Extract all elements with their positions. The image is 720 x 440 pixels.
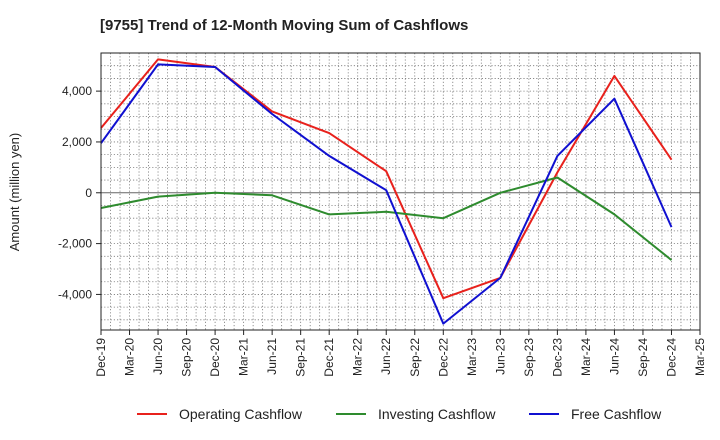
- series-line-1: [100, 58, 673, 300]
- legend-label-2: Investing Cashflow: [378, 406, 496, 422]
- x-tick-label: Dec-20: [208, 338, 222, 377]
- x-tick-label: Jun-24: [607, 338, 621, 375]
- y-tick-label: 4,000: [62, 84, 92, 98]
- x-tick-label: Mar-22: [351, 338, 365, 376]
- series-line-3: [100, 63, 673, 325]
- x-tick-label: Jun-22: [379, 338, 393, 375]
- series-line-2: [100, 176, 673, 261]
- y-tick-label: 0: [85, 186, 92, 200]
- x-tick-label: Jun-23: [493, 338, 507, 375]
- x-tick-label: Mar-20: [123, 338, 137, 376]
- x-tick-label: Sep-20: [180, 338, 194, 377]
- x-tick-label: Mar-23: [465, 338, 479, 376]
- legend-label-3: Free Cashflow: [571, 406, 662, 422]
- x-tick-label: Sep-21: [294, 338, 308, 377]
- plot-area: [101, 53, 700, 330]
- legend: Operating Cashflow Investing Cashflow Free…: [137, 406, 662, 422]
- x-tick-label: Dec-23: [550, 338, 564, 377]
- legend-label-1: Operating Cashflow: [179, 406, 303, 422]
- x-tick-label: Jun-20: [151, 338, 165, 375]
- x-tick-label: Mar-25: [693, 338, 707, 376]
- chart-title: [9755] Trend of 12-Month Moving Sum of C…: [100, 17, 468, 34]
- y-tick-label: -2,000: [58, 237, 92, 251]
- x-tick-label: Dec-24: [665, 338, 679, 377]
- x-tick-label: Dec-22: [436, 338, 450, 377]
- x-tick-label: Sep-24: [636, 338, 650, 377]
- x-tick-label: Mar-24: [579, 338, 593, 376]
- x-tick-label: Dec-21: [322, 338, 336, 377]
- series-lines: [100, 58, 673, 325]
- plot-border: [100, 52, 701, 331]
- x-axis-ticks: Dec-19 Mar-20 Jun-20 Sep-20 Dec-20 Mar-21 Jun-…: [94, 330, 707, 377]
- x-tick-label: Dec-19: [94, 338, 108, 377]
- y-axis-ticks: -4,000 -2,000 0 2,000 4,000: [58, 84, 101, 301]
- x-tick-label: Mar-21: [237, 338, 251, 376]
- grid-lines: [101, 52, 700, 330]
- x-tick-label: Sep-22: [408, 338, 422, 377]
- y-axis-label: Amount (million yen): [7, 133, 22, 252]
- x-tick-label: Jun-21: [265, 338, 279, 375]
- y-tick-label: -4,000: [58, 287, 92, 301]
- y-tick-label: 2,000: [62, 135, 92, 149]
- x-tick-label: Sep-23: [522, 338, 536, 377]
